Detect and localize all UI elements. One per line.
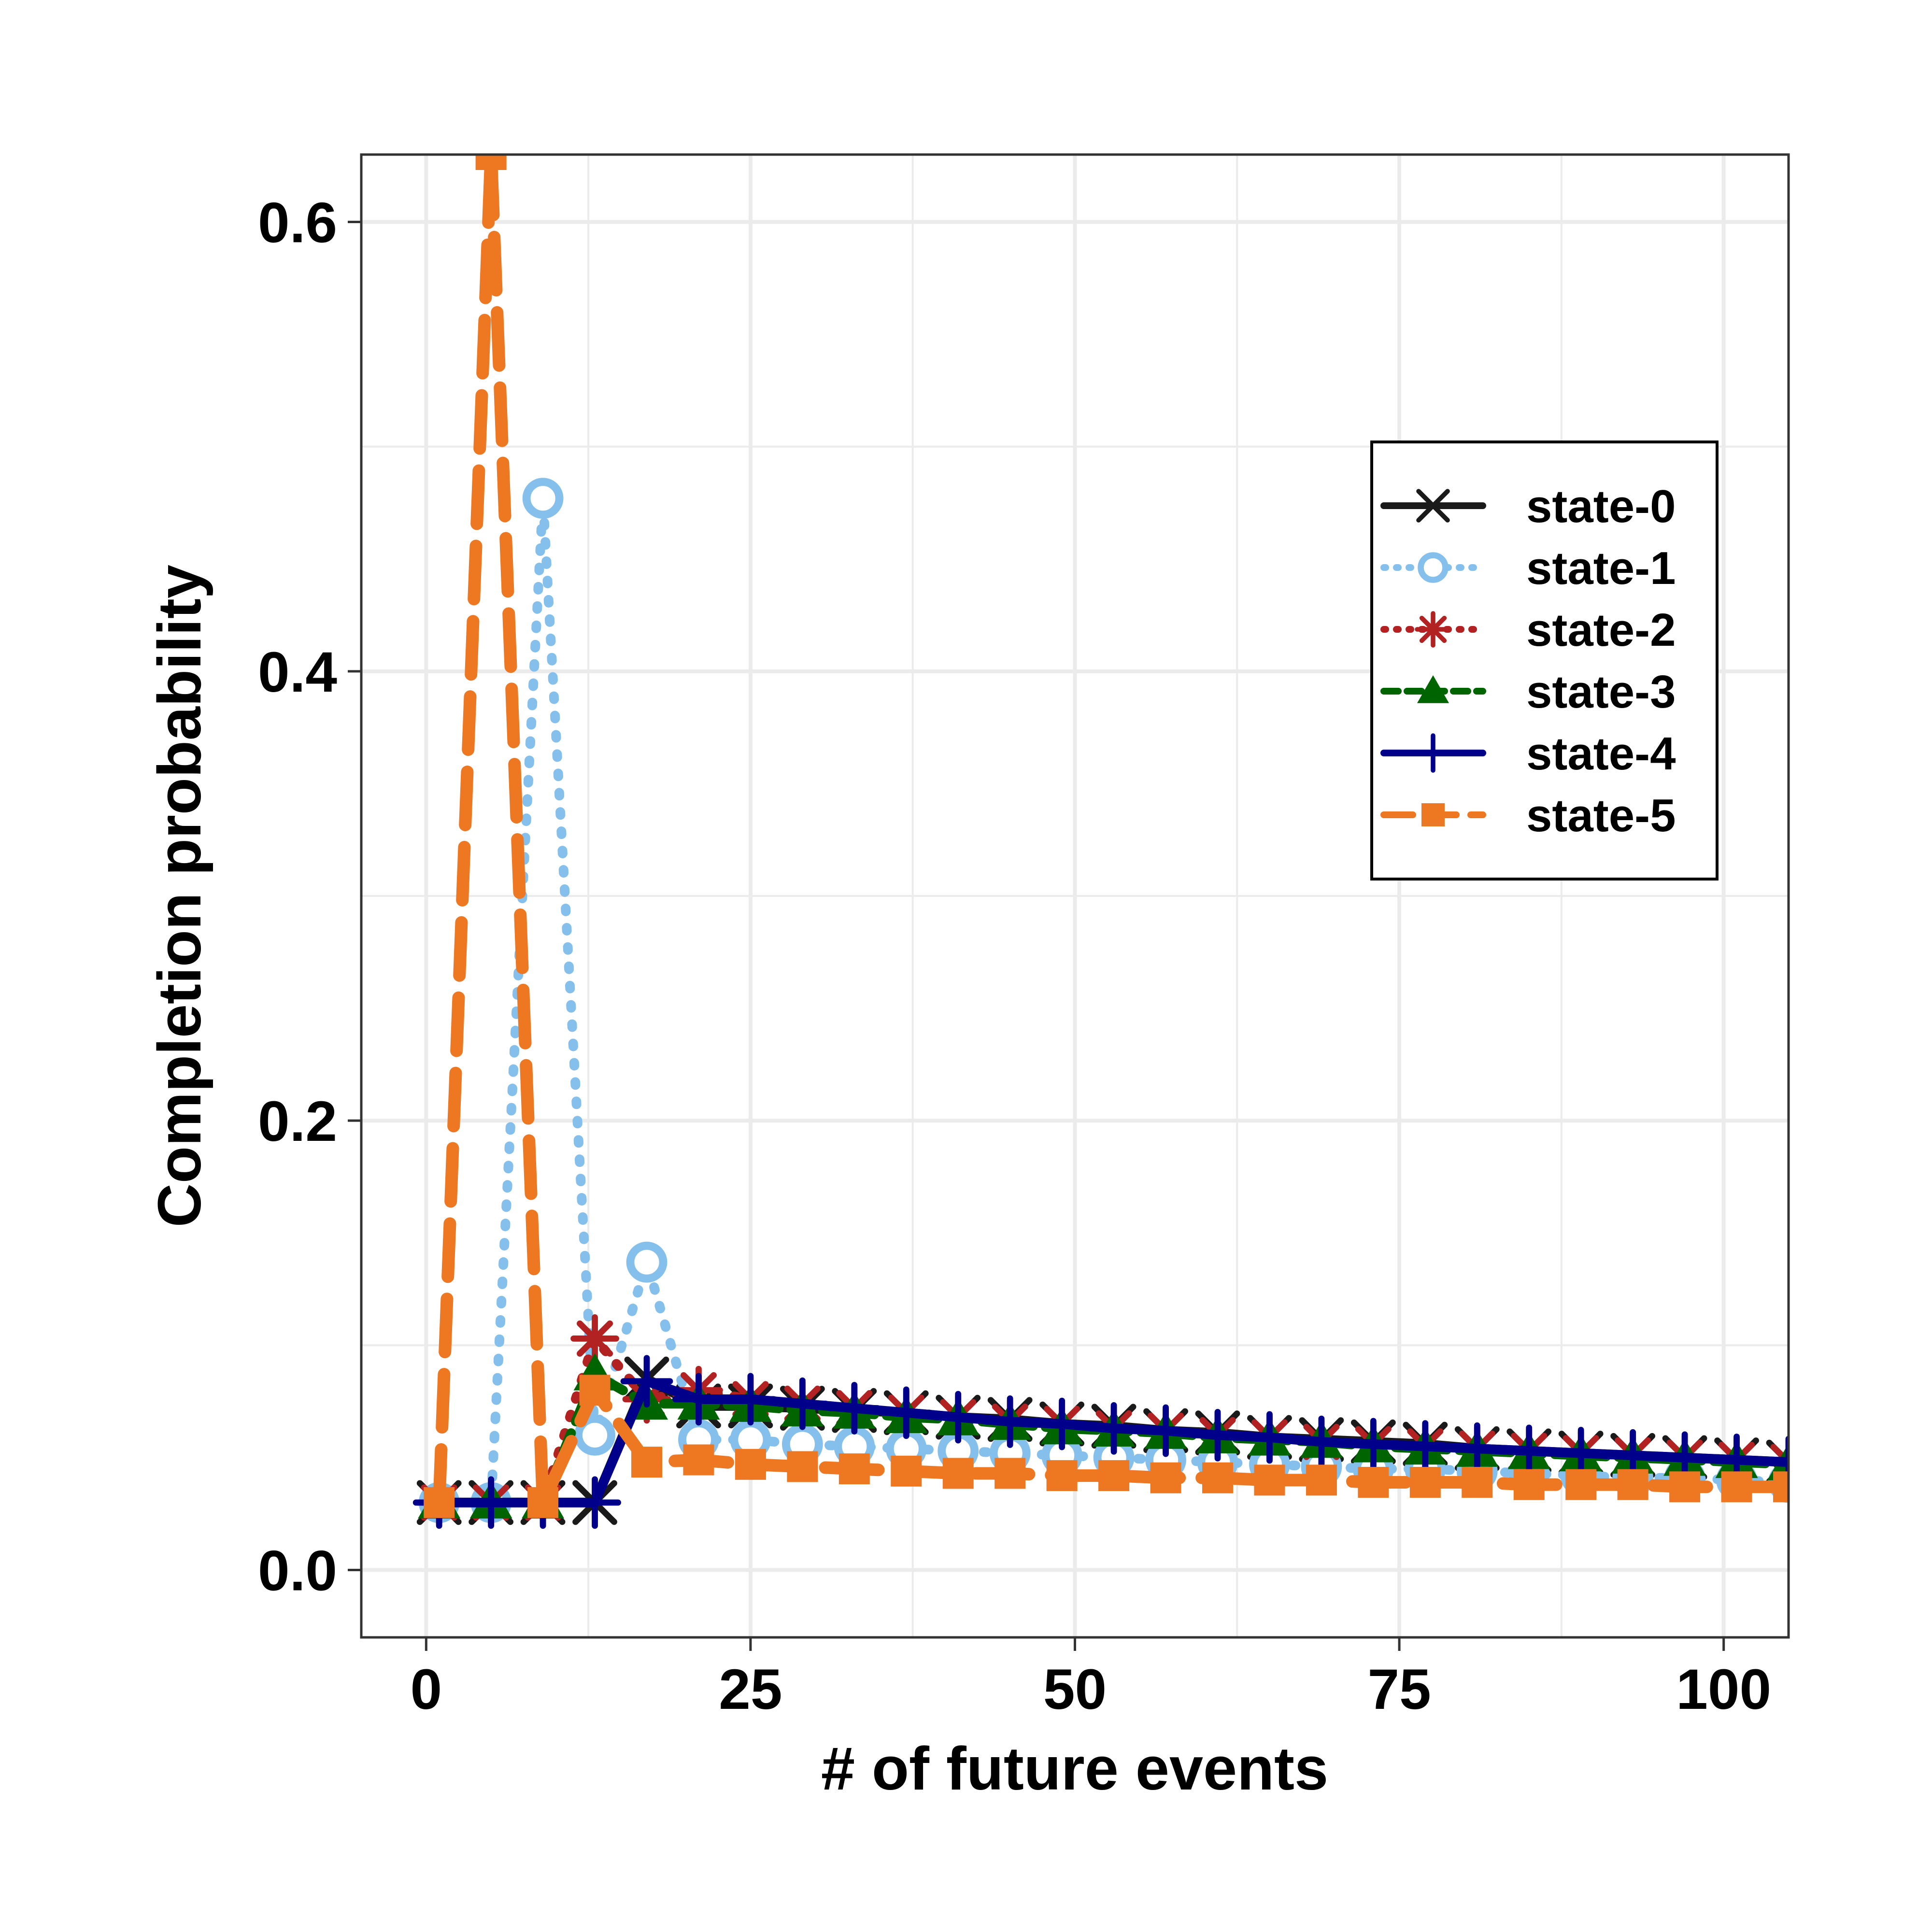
data-point	[683, 1444, 714, 1476]
data-point	[983, 1395, 1037, 1448]
legend-label: state-1	[1526, 542, 1676, 594]
data-point	[1554, 1427, 1607, 1479]
data-point	[1421, 803, 1445, 826]
x-tick-label: 25	[719, 1658, 782, 1721]
y-tick-label: 0.0	[258, 1539, 337, 1603]
data-point	[1254, 1464, 1285, 1496]
y-tick-label: 0.2	[258, 1090, 337, 1153]
legend-item-state-1: state-1	[1380, 542, 1676, 594]
data-point	[1191, 1408, 1244, 1462]
series-layer	[412, 155, 1789, 1529]
grid-major	[361, 155, 1789, 1637]
series-state-5	[424, 155, 1789, 1518]
data-point	[1762, 1435, 1789, 1489]
data-point	[1565, 1469, 1597, 1500]
data-point	[465, 1476, 518, 1529]
data-point	[724, 1373, 777, 1426]
y-tick-label: 0.6	[258, 191, 337, 255]
data-point	[787, 1451, 818, 1482]
legend-label: state-0	[1526, 481, 1676, 532]
data-point	[1417, 675, 1449, 703]
legend: state-0 state-1 state-2 state-3 state-4 state…	[1370, 440, 1719, 881]
x-tick-label: 50	[1043, 1658, 1107, 1721]
data-point	[620, 1355, 673, 1408]
legend-item-state-3: state-3	[1380, 666, 1676, 718]
data-point	[1139, 1404, 1192, 1457]
data-point	[626, 1241, 668, 1283]
data-point	[838, 1453, 870, 1485]
data-point	[1415, 611, 1451, 648]
data-point	[1617, 1469, 1648, 1500]
x-axis-title: # of future events	[821, 1734, 1328, 1803]
legend-label: state-3	[1526, 666, 1676, 718]
data-point	[1046, 1460, 1078, 1492]
data-point	[579, 1375, 611, 1406]
y-tick-label: 0.4	[258, 640, 337, 704]
data-point	[1503, 1424, 1556, 1477]
data-point	[1669, 1471, 1701, 1503]
data-point	[932, 1391, 985, 1444]
data-point	[1347, 1418, 1400, 1471]
data-point	[1773, 1471, 1789, 1503]
legend-label: state-5	[1526, 790, 1676, 841]
data-point	[672, 1373, 725, 1426]
data-point	[994, 1458, 1026, 1489]
data-point	[527, 1487, 559, 1518]
data-point	[424, 1487, 455, 1518]
y-axis: 0.0 0.2 0.4 0.6	[258, 191, 361, 1603]
data-point	[1358, 1467, 1389, 1498]
data-point	[1243, 1411, 1296, 1464]
data-point	[1513, 1469, 1545, 1500]
x-tick-label: 100	[1676, 1658, 1771, 1721]
data-point	[1462, 1467, 1493, 1498]
data-point	[475, 155, 507, 170]
data-point	[828, 1382, 881, 1435]
data-point	[942, 1458, 974, 1489]
data-point	[735, 1449, 766, 1480]
data-point	[1036, 1397, 1089, 1450]
data-point	[570, 1314, 619, 1363]
data-point	[880, 1386, 933, 1439]
data-point	[631, 1447, 662, 1478]
data-point	[776, 1377, 829, 1430]
legend-item-state-2: state-2	[1380, 604, 1676, 656]
data-point	[1150, 1462, 1181, 1493]
data-point	[522, 478, 564, 519]
data-point	[574, 1414, 615, 1456]
data-point	[568, 1476, 621, 1529]
data-point	[1087, 1402, 1140, 1455]
y-axis-title: Completion probability	[145, 565, 213, 1227]
data-point	[891, 1455, 922, 1487]
data-point	[1418, 552, 1449, 583]
data-point	[1098, 1460, 1130, 1492]
legend-item-state-4: state-4	[1380, 728, 1676, 780]
legend-item-state-5: state-5	[1380, 790, 1676, 841]
data-point	[1295, 1415, 1348, 1468]
data-point	[1306, 1464, 1337, 1496]
data-point	[1399, 1420, 1452, 1473]
data-point	[1413, 733, 1453, 773]
x-tick-label: 0	[410, 1658, 442, 1721]
data-point	[1450, 1422, 1504, 1475]
legend-item-state-0: state-0	[1380, 481, 1676, 532]
legend-label: state-2	[1526, 604, 1676, 656]
x-axis: 0 25 50 75 100	[410, 1637, 1771, 1721]
data-point	[1721, 1471, 1752, 1503]
data-point	[1416, 489, 1450, 523]
series-state-4	[412, 1355, 1789, 1529]
data-point	[1202, 1462, 1233, 1493]
x-tick-label: 75	[1367, 1658, 1431, 1721]
data-point	[1409, 1467, 1441, 1498]
legend-label: state-4	[1526, 728, 1676, 780]
